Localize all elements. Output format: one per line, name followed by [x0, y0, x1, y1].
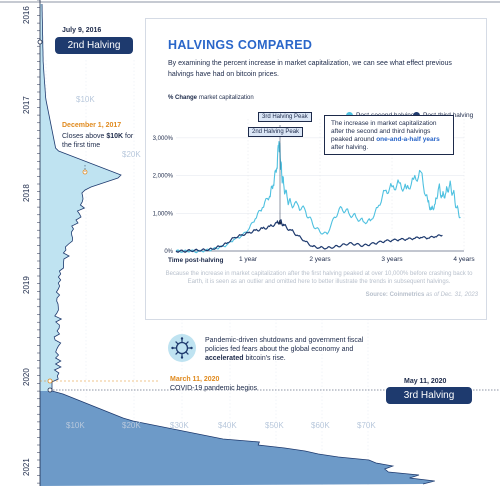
event-text-covid: COVID-19 pandemic begins: [170, 385, 258, 392]
x-axis-title: Time post-halving: [168, 257, 224, 264]
source-date: as of Dec. 31, 2023: [425, 292, 478, 298]
event-text-10k-pre: Closes above: [62, 133, 107, 140]
y-tick-label: 0%: [164, 249, 173, 255]
annotation-text-pre: The increase in market capitalization af…: [331, 120, 437, 143]
halving-pill-2nd: 2nd Halving: [55, 37, 133, 54]
event-marker-covid: [47, 378, 53, 384]
year-label-2021: 2021: [22, 458, 31, 476]
annotation-highlight: one-and-a-half years: [376, 136, 440, 143]
event-date-2nd-halving: July 9, 2016: [62, 27, 102, 34]
x-tick-label: 1 year: [239, 256, 258, 263]
price-tick-10k: $10K: [66, 421, 85, 430]
virus-knob: [180, 356, 184, 359]
year-label-2016: 2016: [22, 6, 31, 24]
halving-pill-3rd: 3rd Halving: [386, 387, 472, 404]
virus-spike: [175, 341, 179, 345]
source-label: Source: Coinmetrics: [365, 292, 425, 298]
panel-intro: By examining the percent increase in mar…: [168, 60, 452, 78]
panel-footnote: Because the increase in market capitaliz…: [165, 271, 473, 285]
y-tick-label: 3,000%: [153, 136, 174, 142]
year-label-2018: 2018: [22, 184, 31, 202]
y-tick-label: 2,000%: [153, 174, 174, 180]
annotation-box: The increase in market capitalization af…: [324, 115, 454, 155]
price-tick-40k: $40K: [218, 421, 237, 430]
pandemic-text-pre: Pandemic-driven shutdowns and government…: [205, 337, 364, 353]
event-date-10k: December 1, 2017: [62, 122, 122, 129]
virus-spike: [185, 341, 189, 345]
x-tick-label: 4 years: [453, 256, 475, 263]
year-label-2019: 2019: [22, 276, 31, 294]
y-axis-title-bold: % Change: [168, 95, 198, 101]
halvings-line-chart: % Change market capitalization 0% 1,000% 2,…: [153, 95, 476, 264]
virus-knob: [180, 337, 184, 340]
price-tick-60k: $60K: [311, 421, 330, 430]
event-marker-3rd-halving: [47, 387, 53, 393]
price-area-outline: [41, 3, 435, 485]
virus-spike: [175, 351, 179, 355]
event-date-covid: March 11, 2020: [170, 376, 220, 383]
price-area-light: [40, 4, 121, 391]
event-text-10k-price: $10K: [106, 133, 124, 140]
series-line-post-second-halving: [175, 141, 461, 254]
year-label-2020: 2020: [22, 368, 31, 386]
pandemic-text-post: bitcoin's rise.: [243, 355, 286, 362]
y-axis-title: % Change market capitalization: [168, 95, 254, 101]
price-area-dark: [40, 391, 435, 486]
peak-marker-3rd: [278, 221, 282, 225]
annotation-text-post: after halving.: [331, 144, 369, 151]
price-tick-top-20k: $20K: [122, 150, 141, 159]
virus-icon: [168, 334, 196, 362]
peak-label-2nd: 2nd Halving Peak: [248, 127, 304, 137]
price-tick-70k: $70K: [357, 421, 376, 430]
event-text-10k: Closes above $10K for the first time: [62, 132, 134, 150]
panel-title: HALVINGS COMPARED: [168, 38, 313, 52]
panel-source: Source: Coinmetrics as of Dec. 31, 2023: [366, 292, 478, 298]
event-date-3rd-halving: May 11, 2020: [404, 378, 447, 385]
price-tick-30k: $30K: [170, 421, 189, 430]
event-marker-2nd-halving: [37, 39, 43, 45]
virus-knob: [190, 346, 193, 350]
series-line-post-third-halving: [175, 219, 443, 253]
y-tick-label: 1,000%: [153, 211, 174, 217]
halvings-compared-panel: HALVINGS COMPARED By examining the perce…: [145, 18, 487, 320]
year-label-2017: 2017: [22, 96, 31, 114]
price-tick-top-10k: $10K: [76, 95, 95, 104]
x-tick-label: 3 years: [381, 256, 403, 263]
virus-icon-bg: [168, 334, 196, 362]
pandemic-text: Pandemic-driven shutdowns and government…: [205, 336, 365, 363]
event-text-10k-post: for the first time: [62, 133, 134, 149]
virus-knob: [171, 346, 174, 350]
virus-icon-knobs: [171, 337, 193, 359]
pandemic-text-bold: accelerated: [205, 355, 244, 362]
y-axis-title-rest: market capitalization: [199, 95, 254, 101]
price-tick-50k: $50K: [265, 421, 284, 430]
virus-spike: [185, 351, 189, 355]
x-tick-label: 2 years: [309, 256, 331, 263]
price-tick-20k: $20K: [122, 421, 141, 430]
peak-label-3rd: 3rd Halving Peak: [258, 112, 312, 122]
